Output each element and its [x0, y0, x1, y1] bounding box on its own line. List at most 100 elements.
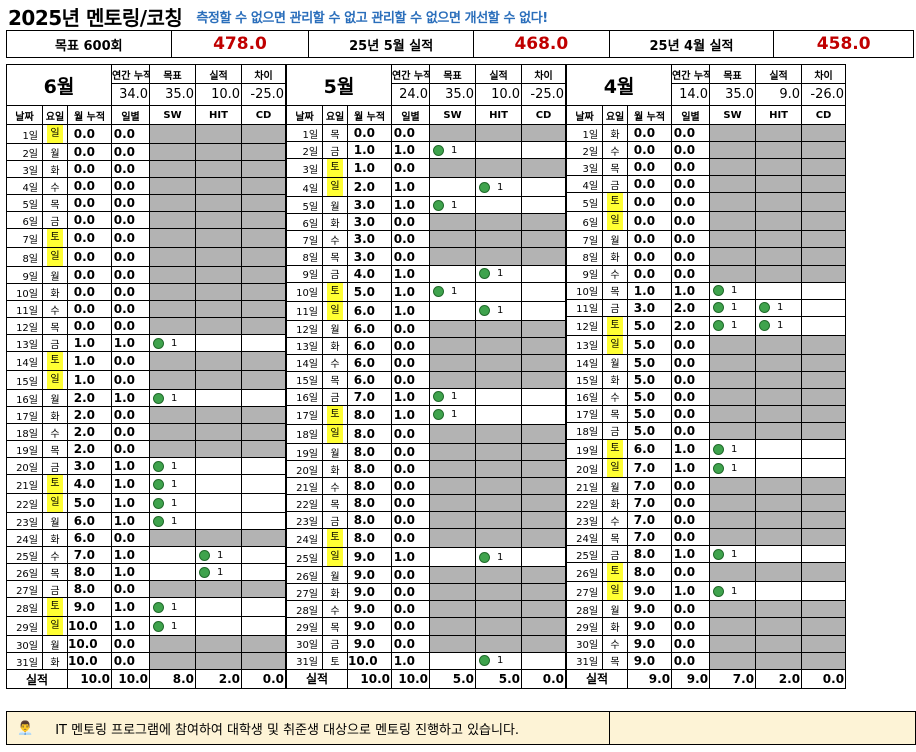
dow-cell: 토 — [322, 651, 349, 670]
hit-cell — [475, 460, 523, 479]
dow-cell: 일 — [42, 370, 68, 390]
daily-cell: 1.0 — [111, 616, 151, 636]
month-cum-cell: 5.0 — [347, 281, 393, 302]
dow-label: 토 — [327, 159, 343, 177]
dow-cell: 수 — [602, 141, 629, 160]
date-cell: 13일 — [6, 334, 43, 352]
dow-cell: 목 — [42, 317, 68, 335]
table-row: 11일 수 0.0 0.0 — [6, 300, 287, 318]
summary-bar: 목표 600회 478.0 25년 5월 실적 468.0 25년 4월 실적 … — [6, 30, 914, 58]
total-month-cum: 10.0 — [66, 669, 113, 689]
month-cum-cell: 3.0 — [347, 230, 393, 249]
cd-cell — [801, 370, 847, 389]
sw-cell: 1 — [429, 141, 477, 160]
dow-label: 목 — [330, 376, 340, 388]
sw-cell — [149, 423, 197, 441]
hit-cell — [755, 158, 803, 177]
dow-label: 토 — [47, 229, 63, 247]
column-header-cd: CD — [801, 105, 847, 126]
hit-cell — [195, 529, 243, 547]
cd-cell — [241, 194, 287, 212]
cd-cell — [241, 160, 287, 178]
cd-cell — [241, 211, 287, 229]
dow-label: 금 — [330, 393, 340, 405]
dow-cell: 화 — [322, 336, 349, 355]
table-row: 1일 목 0.0 0.0 — [286, 124, 567, 143]
hit-cell — [195, 389, 243, 407]
sw-cell — [709, 230, 757, 249]
hit-cell — [755, 651, 803, 670]
date-cell: 11일 — [566, 298, 604, 317]
month-cum-cell: 6.0 — [347, 319, 393, 338]
sw-cell — [149, 406, 197, 424]
month-cum-cell: 9.0 — [627, 617, 673, 636]
sw-cell — [429, 319, 477, 338]
daily-cell: 0.0 — [111, 406, 151, 424]
dow-cell: 수 — [602, 387, 629, 406]
dow-cell: 목 — [322, 370, 349, 389]
daily-cell: 1.0 — [671, 581, 711, 602]
dow-label: 일 — [47, 494, 63, 512]
daily-cell: 0.0 — [671, 230, 711, 249]
dow-label: 수 — [330, 359, 340, 371]
month-cum-cell: 0.0 — [347, 124, 393, 143]
dow-label: 수 — [330, 482, 340, 494]
date-cell: 26일 — [286, 566, 324, 585]
table-row: 29일 일 10.0 1.0 1 — [6, 616, 287, 636]
month-cum-cell: 6.0 — [347, 336, 393, 355]
month-cum-cell: 3.0 — [627, 298, 673, 317]
sw-cell: 1 — [709, 281, 757, 300]
dow-label: 일 — [607, 336, 623, 354]
hit-cell — [475, 141, 523, 160]
total-daily: 10.0 — [391, 668, 431, 690]
sw-cell — [149, 247, 197, 267]
sw-cell — [709, 404, 757, 423]
date-cell: 4일 — [6, 177, 43, 195]
sw-cell — [149, 317, 197, 335]
dow-label: 화 — [330, 588, 340, 600]
date-cell: 31일 — [6, 652, 43, 670]
hit-cell — [475, 158, 523, 179]
dow-cell: 화 — [42, 406, 68, 424]
date-cell: 2일 — [6, 143, 43, 161]
dow-cell: 수 — [322, 477, 349, 496]
month-cum-cell: 0.0 — [627, 211, 673, 232]
hit-cell — [195, 635, 243, 653]
column-header-daily: 일별 — [391, 105, 431, 126]
sw-cell: 1 — [149, 512, 197, 530]
column-header-sw: SW — [149, 105, 197, 125]
month-cum-cell: 10.0 — [66, 652, 113, 670]
dow-cell: 목 — [602, 528, 629, 547]
cd-cell — [241, 635, 287, 653]
sw-cell — [149, 160, 197, 178]
sw-count: 1 — [171, 497, 178, 509]
summary-apr-value: 458.0 — [816, 34, 871, 54]
green-dot-icon — [433, 409, 445, 421]
daily-cell: 0.0 — [391, 353, 431, 372]
dow-cell: 월 — [322, 319, 349, 338]
date-cell: 10일 — [286, 281, 324, 302]
target-value: 35.0 — [149, 83, 197, 106]
table-row: 31일 화 10.0 0.0 — [6, 652, 287, 670]
column-header-dow: 요일 — [42, 105, 68, 125]
hit-cell — [195, 597, 243, 617]
dow-cell: 일 — [322, 547, 349, 568]
hit-cell: 1 — [195, 546, 243, 564]
dow-label: 월 — [330, 571, 340, 583]
table-row: 22일 목 8.0 0.0 — [286, 494, 567, 513]
daily-cell: 0.0 — [391, 319, 431, 338]
dow-cell: 일 — [602, 334, 629, 355]
table-row: 20일 금 3.0 1.0 1 — [6, 457, 287, 475]
cd-cell — [241, 597, 287, 617]
month-cum-cell: 7.0 — [627, 511, 673, 530]
sw-cell — [149, 211, 197, 229]
green-dot-icon — [713, 443, 725, 455]
total-hit: 5.0 — [475, 668, 523, 690]
hit-cell — [475, 404, 523, 425]
dow-cell: 수 — [42, 300, 68, 318]
dow-cell: 일 — [42, 616, 68, 636]
month-cum-cell: 8.0 — [347, 442, 393, 462]
cd-cell — [521, 141, 567, 160]
month-cum-cell: 0.0 — [627, 141, 673, 160]
daily-cell: 1.0 — [391, 547, 431, 568]
